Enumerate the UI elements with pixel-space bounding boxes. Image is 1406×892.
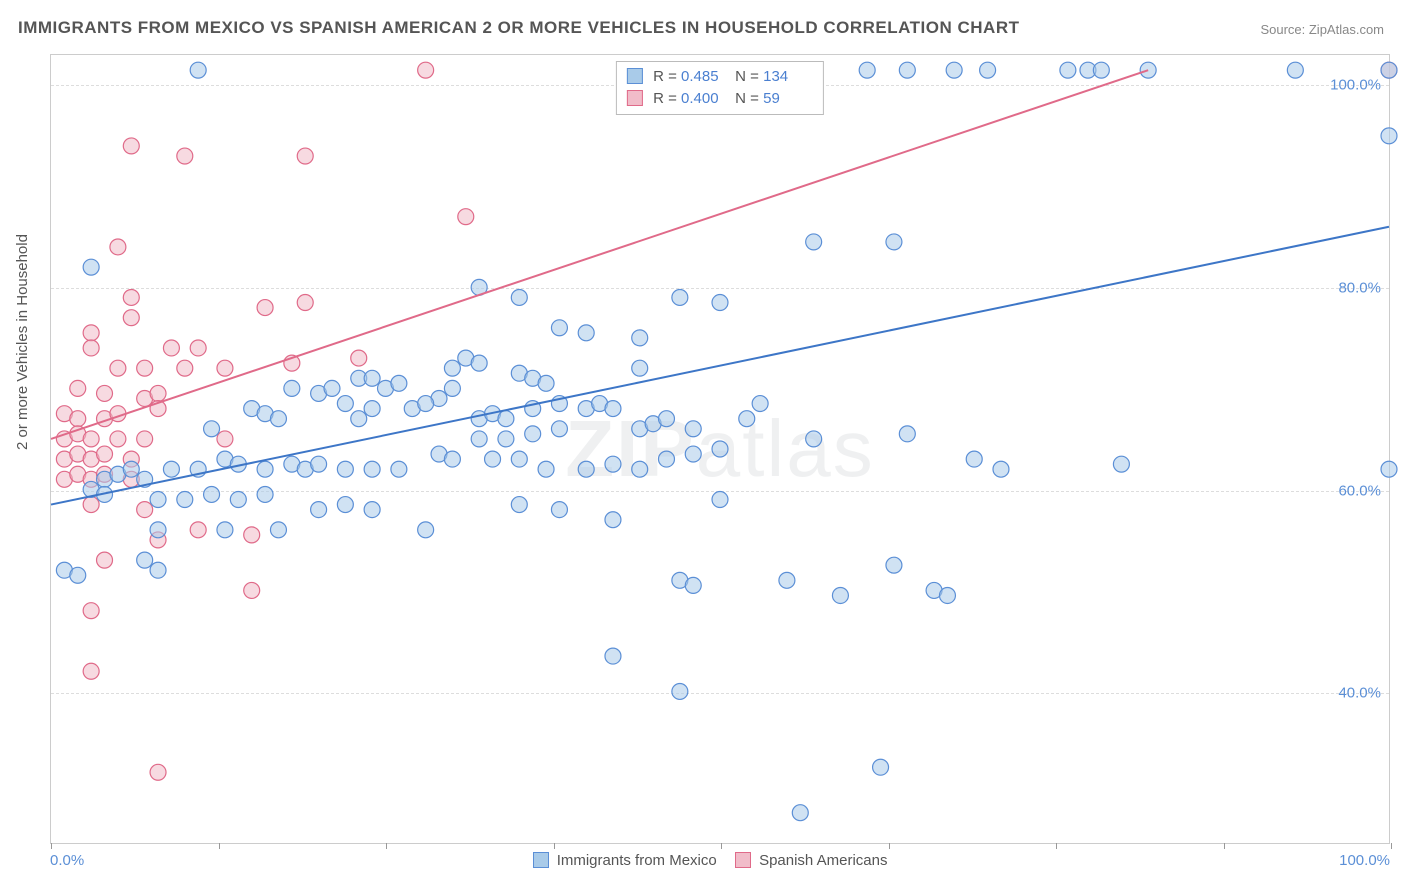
chart-title: IMMIGRANTS FROM MEXICO VS SPANISH AMERIC… [18,18,1020,38]
x-tick [889,843,890,849]
legend-swatch-series-1 [627,68,643,84]
correlation-legend: R = 0.485 N = 134 R = 0.400 N = 59 [616,61,824,115]
legend-row-series-2: R = 0.400 N = 59 [627,88,813,110]
n-value-series-1: 134 [763,66,813,88]
y-tick-label: 80.0% [1338,279,1381,296]
legend-label-bottom-2: Spanish Americans [759,852,887,869]
source-label: Source: ZipAtlas.com [1260,22,1384,37]
y-tick-label: 100.0% [1330,77,1381,94]
x-tick [1391,843,1392,849]
x-tick [554,843,555,849]
x-tick [1224,843,1225,849]
y-tick-label: 60.0% [1338,482,1381,499]
legend-swatch-series-2 [627,90,643,106]
legend-swatch-bottom-1 [533,852,549,868]
bottom-legend: Immigrants from Mexico Spanish Americans [0,852,1406,869]
legend-swatch-bottom-2 [735,852,751,868]
legend-label-bottom-1: Immigrants from Mexico [557,852,717,869]
legend-row-series-1: R = 0.485 N = 134 [627,66,813,88]
r-value-series-2: 0.400 [681,88,731,110]
x-tick [51,843,52,849]
n-value-series-2: 59 [763,88,813,110]
x-tick [1056,843,1057,849]
y-tick-label: 40.0% [1338,685,1381,702]
scatter-svg [51,55,1389,843]
x-tick [386,843,387,849]
y-axis-title: 2 or more Vehicles in Household [14,234,31,450]
plot-area: ZIPatlas R = 0.485 N = 134 R = 0.400 N =… [50,54,1390,844]
x-tick [721,843,722,849]
x-tick [219,843,220,849]
r-value-series-1: 0.485 [681,66,731,88]
